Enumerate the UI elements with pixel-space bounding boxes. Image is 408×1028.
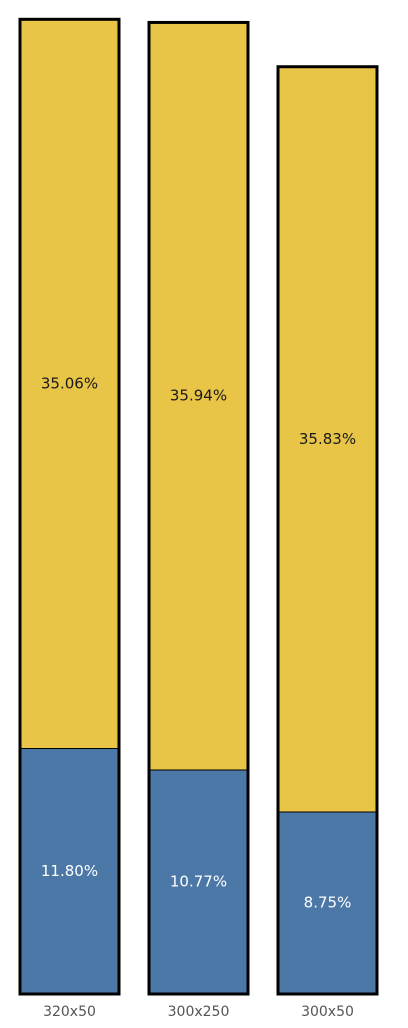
bar-segment-lower-320x50 <box>20 748 119 994</box>
bar-segment-upper-320x50 <box>20 19 119 749</box>
data-label: 35.06% <box>41 374 98 392</box>
data-label: 10.77% <box>170 872 227 890</box>
bar-segment-lower-300x250 <box>149 769 248 994</box>
data-label: 35.83% <box>299 430 356 448</box>
bar-segment-upper-300x250 <box>149 22 248 770</box>
x-tick-label: 320x50 <box>43 1004 96 1020</box>
bar-border <box>18 17 121 996</box>
bar-segment-lower-300x50 <box>278 812 377 994</box>
bar-border <box>147 20 250 996</box>
bar-border <box>276 65 379 996</box>
bar-300x50: 8.75% 35.83% <box>276 65 379 996</box>
data-label: 11.80% <box>41 862 98 880</box>
bar-300x250: 10.77% 35.94% <box>147 20 250 996</box>
data-label: 8.75% <box>304 894 352 912</box>
data-label: 35.94% <box>170 387 227 405</box>
bar-320x50: 11.80% 35.06% <box>18 17 121 996</box>
x-tick-label: 300x50 <box>301 1004 354 1020</box>
x-tick-label: 300x250 <box>168 1004 230 1020</box>
bar-segment-upper-300x50 <box>278 66 377 812</box>
